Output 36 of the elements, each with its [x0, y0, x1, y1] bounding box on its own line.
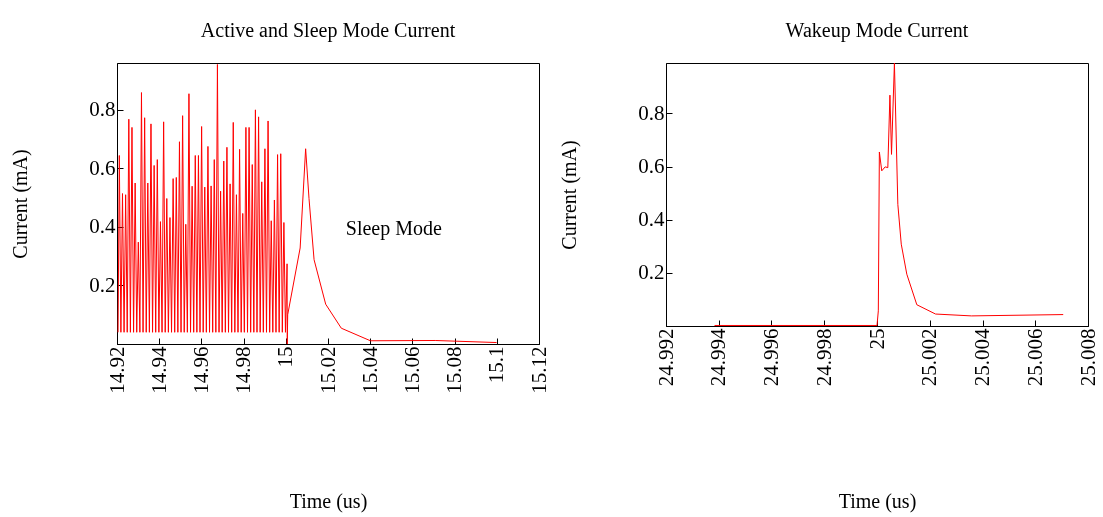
chart-title: Active and Sleep Mode Current: [200, 19, 456, 42]
x-tick-label: 25.006: [1022, 328, 1047, 387]
x-tick-label: 14.94: [146, 346, 171, 394]
x-tick-label: 24.998: [811, 328, 836, 387]
x-tick-label: 15.08: [442, 346, 467, 394]
y-tick-label: 0.4: [89, 214, 116, 239]
x-tick-label: 15.02: [315, 346, 340, 394]
x-tick-label: 24.992: [653, 328, 678, 387]
x-tick-label: 14.92: [104, 346, 129, 394]
chart-title: Wakeup Mode Current: [785, 18, 969, 42]
y-tick-label: 0.8: [89, 97, 116, 122]
y-tick-label: 0.8: [638, 100, 665, 125]
y-tick-label: 0.2: [89, 272, 116, 297]
x-tick-label: 15.04: [357, 346, 382, 394]
y-axis-title: Current (mA): [9, 149, 33, 259]
x-axis-title: Time (us): [289, 489, 368, 513]
y-tick-label: 0.2: [638, 260, 665, 285]
x-tick-label: 15.1: [484, 346, 509, 384]
y-axis-title: Current (mA): [558, 140, 582, 250]
x-tick-label: 25.004: [970, 328, 994, 387]
x-tick-label: 14.98: [231, 346, 256, 394]
x-tick-label: 15: [273, 346, 298, 368]
x-tick-label: 24.994: [706, 328, 731, 387]
annotation: Sleep Mode: [345, 216, 442, 240]
x-tick-label: 25: [864, 328, 889, 350]
x-axis-title: Time (us): [838, 490, 917, 514]
x-tick-label: 15.06: [399, 346, 424, 394]
y-tick-label: 0.6: [89, 155, 116, 180]
x-tick-label: 15.12: [526, 346, 551, 394]
x-tick-label: 24.996: [759, 328, 783, 387]
line-series: [714, 62, 1064, 326]
x-tick-label: 25.002: [917, 328, 942, 387]
y-tick-label: 0.6: [638, 154, 665, 179]
y-tick-label: 0.4: [638, 207, 665, 232]
x-tick-label: 14.96: [188, 346, 213, 394]
x-tick-label: 25.008: [1075, 328, 1100, 387]
